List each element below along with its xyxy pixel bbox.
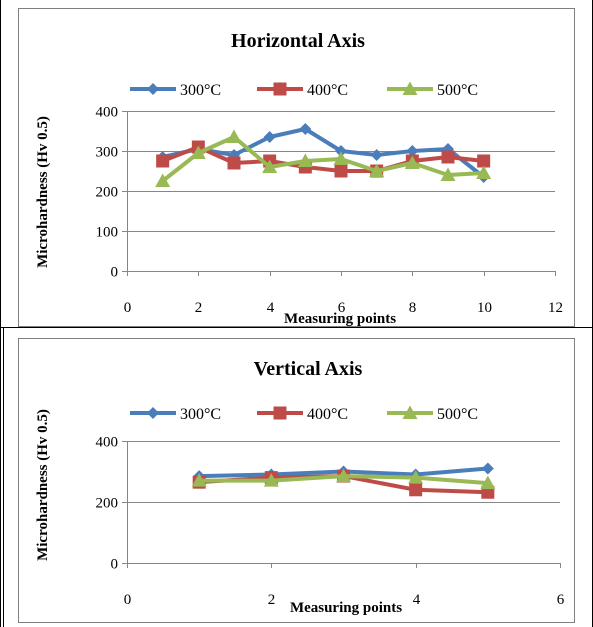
y-tick-label: 0 [111,557,119,573]
data-point [480,475,496,490]
legend-marker [273,82,287,96]
data-point [481,462,494,475]
data-point [408,470,424,484]
chart-title: Horizontal Axis [231,30,365,52]
plot-series [155,123,492,187]
data-point [477,154,491,168]
legend-label: 400°C [307,406,348,423]
data-point [263,473,279,487]
x-axis-label: Measuring points [290,600,402,616]
chart-vertical-axis: Vertical Axis 300°C 400°C 500°C 0 200 400 0 2… [18,338,575,623]
x-tick-label: 6 [338,300,346,316]
x-tick-label: 4 [413,592,421,608]
x-tick-label: 12 [548,300,563,316]
x-tick-label: 4 [267,300,275,316]
data-point [263,131,276,143]
legend-marker [147,407,159,419]
legend-label: 500°C [437,82,478,99]
legend-label: 300°C [180,82,221,99]
data-point [297,153,313,167]
x-tick-label: 2 [268,592,276,608]
data-point [406,145,419,157]
legend-label: 400°C [307,82,348,99]
y-axis-label: Microhardness (Hv 0.5) [35,409,51,561]
legend-marker [147,83,159,95]
y-tick-label: 100 [96,225,119,241]
y-tick-label: 200 [96,496,119,512]
x-tick-label: 0 [124,300,132,316]
series-line-3 [161,135,484,183]
data-point [155,173,171,187]
data-point [334,164,348,178]
y-tick-label: 400 [96,105,119,121]
data-point [369,163,385,177]
data-point [226,129,242,143]
x-tick-label: 10 [477,300,492,316]
legend-marker [402,405,418,419]
x-axis: 0 2 4 6 [124,563,565,608]
legend-label: 500°C [437,406,478,423]
plot-series [191,462,496,499]
y-axis-label: Microhardness (Hv 0.5) [35,116,51,268]
data-point [227,156,241,170]
series-line-1 [162,127,485,179]
gridlines [127,441,560,503]
data-point [333,151,349,165]
data-point [370,149,383,161]
chart-horizontal-axis: Horizontal Axis 300°C 400°C 500°C 01002003… [18,8,575,327]
chart-title: Vertical Axis [254,358,363,380]
y-tick-label: 400 [96,435,119,451]
data-point [190,145,206,159]
legend-marker [273,406,287,420]
legend: 300°C 400°C 500°C [130,81,478,99]
data-point [262,159,278,173]
data-point [299,123,312,135]
x-tick-label: 2 [195,300,203,316]
data-point [441,150,455,164]
legend-marker [402,81,418,95]
data-point [156,154,170,168]
x-tick-label: 8 [409,300,417,316]
data-point [440,167,456,181]
x-axis: 0 2 4 6 8 10 12 [124,271,563,316]
data-point [191,473,207,487]
legend: 300°C 400°C 500°C [130,405,478,423]
data-point [409,483,423,497]
data-point [335,145,347,157]
series-line-2 [161,145,484,173]
x-tick-label: 0 [124,592,132,608]
data-point [404,155,420,169]
y-axis: 0 100 200 300 400 [96,105,128,281]
legend-label: 300°C [180,406,221,423]
y-tick-label: 200 [96,185,119,201]
y-tick-label: 300 [96,145,119,161]
data-point [336,468,351,483]
y-tick-label: 0 [111,265,119,281]
y-axis: 0 200 400 [96,435,128,573]
x-axis-label: Measuring points [284,311,396,327]
x-tick-label: 6 [557,592,565,608]
data-point [476,165,492,179]
